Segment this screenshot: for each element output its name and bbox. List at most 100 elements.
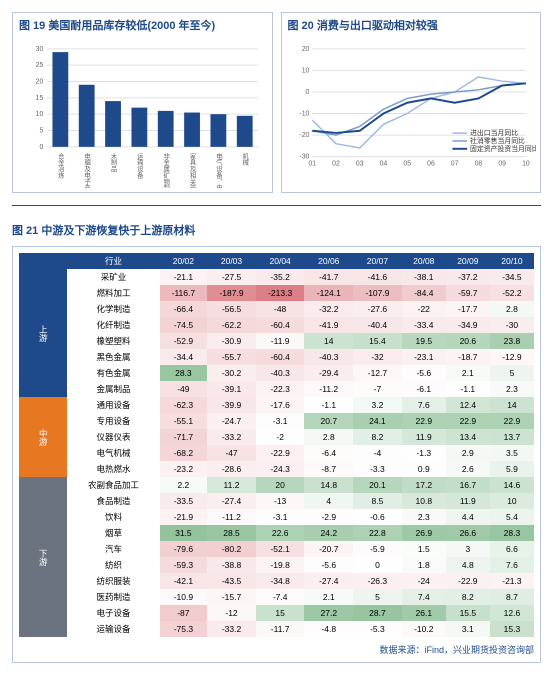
cell: -55.1 [160, 413, 208, 429]
cell: 3.2 [353, 397, 402, 413]
cell: -41.7 [304, 269, 353, 285]
svg-text:运输设备: 运输设备 [136, 152, 143, 179]
svg-text:电气设备、电器及零件: 电气设备、电器及零件 [215, 151, 222, 188]
cell: -60.4 [256, 349, 305, 365]
cell: -22.9 [256, 445, 305, 461]
col-header: 20/07 [353, 253, 402, 269]
cell: 26.6 [446, 525, 490, 541]
svg-text:20: 20 [301, 46, 309, 53]
cell: 12.6 [490, 605, 534, 621]
cell: -42.1 [160, 573, 208, 589]
cell: -4.8 [304, 621, 353, 637]
row-label: 金属制品 [67, 381, 159, 397]
cell: 13.4 [446, 429, 490, 445]
row-label: 电气机械 [67, 445, 159, 461]
cell: -2 [256, 429, 305, 445]
row-label: 采矿业 [67, 269, 159, 285]
cell: -27.6 [353, 301, 402, 317]
cell: -30 [490, 317, 534, 333]
cell: -60.4 [256, 317, 305, 333]
cell: -39.1 [207, 381, 256, 397]
cell: -23.1 [402, 349, 446, 365]
cell: -43.5 [207, 573, 256, 589]
cell: -21.9 [160, 509, 208, 525]
cell: -1.1 [304, 397, 353, 413]
cell: 20.7 [304, 413, 353, 429]
cell: 7.4 [402, 589, 446, 605]
cell: -22.9 [446, 573, 490, 589]
cell: 22.6 [256, 525, 305, 541]
cell: -7 [353, 381, 402, 397]
svg-text:-20: -20 [299, 132, 309, 139]
cell: 2.8 [304, 429, 353, 445]
cell: 5 [353, 589, 402, 605]
cell: 2.1 [446, 365, 490, 381]
table-21: 行业20/0220/0320/0420/0620/0720/0820/0920/… [19, 253, 534, 637]
cell: -84.4 [402, 285, 446, 301]
cell: -34.9 [446, 317, 490, 333]
cell: 4.4 [446, 509, 490, 525]
svg-text:10: 10 [301, 67, 309, 74]
cell: 6.6 [490, 541, 534, 557]
cell: 22.9 [446, 413, 490, 429]
cell: -62.2 [207, 317, 256, 333]
svg-text:机械: 机械 [241, 151, 248, 166]
cell: 3.5 [490, 445, 534, 461]
cell: -24.3 [256, 461, 305, 477]
cell: -5.3 [353, 621, 402, 637]
cell: 11.2 [207, 477, 256, 493]
svg-text:木制品: 木制品 [110, 151, 117, 173]
cell: -68.2 [160, 445, 208, 461]
cell: 14 [304, 333, 353, 349]
cell: 20.1 [353, 477, 402, 493]
table-21-title: 图 21 中游及下游恢复快于上游原材料 [12, 218, 541, 246]
col-header-industry: 行业 [67, 253, 159, 269]
col-header: 20/02 [160, 253, 208, 269]
cell: -37.2 [446, 269, 490, 285]
row-label: 农副食品加工 [67, 477, 159, 493]
cell: 5 [490, 365, 534, 381]
row-label: 纺织服装 [67, 573, 159, 589]
table-row: 橡塑塑料-52.9-30.9-11.91415.419.520.623.8 [19, 333, 534, 349]
cell: 7.6 [402, 397, 446, 413]
cell: -3.3 [353, 461, 402, 477]
cell: 15.5 [446, 605, 490, 621]
cell: -13 [256, 493, 305, 509]
row-label: 饮料 [67, 509, 159, 525]
cell: 3.1 [446, 621, 490, 637]
cell: -59.3 [160, 557, 208, 573]
row-label: 电子设备 [67, 605, 159, 621]
cell: 2.8 [490, 301, 534, 317]
svg-text:05: 05 [403, 160, 411, 167]
cell: 28.5 [207, 525, 256, 541]
chart-19-body: 051015202530合金冶炼电脑及电子产品木制品运输设备非金属矿物制品家具及… [13, 37, 272, 192]
chart-19: 图 19 美国耐用品库存较低(2000 年至今) 051015202530合金冶… [12, 12, 273, 193]
cell: -49 [160, 381, 208, 397]
cell: 2.1 [304, 589, 353, 605]
cell: -38.1 [402, 269, 446, 285]
cell: 19.5 [402, 333, 446, 349]
cell: -27.5 [207, 269, 256, 285]
svg-text:5: 5 [39, 127, 43, 134]
section-label: 下游 [19, 477, 67, 637]
svg-text:09: 09 [498, 160, 506, 167]
cell: -41.9 [304, 317, 353, 333]
cell: -11.9 [256, 333, 305, 349]
cell: -15.7 [207, 589, 256, 605]
svg-text:固定资产投资当月同比: 固定资产投资当月同比 [470, 144, 536, 153]
svg-text:进出口当月同比: 进出口当月同比 [470, 128, 518, 137]
cell: -11.2 [207, 509, 256, 525]
cell: 28.3 [160, 365, 208, 381]
svg-text:0: 0 [305, 89, 309, 96]
svg-text:20: 20 [36, 78, 44, 85]
row-label: 纺织 [67, 557, 159, 573]
table-row: 有色金属28.3-30.2-40.3-29.4-12.7-5.62.15 [19, 365, 534, 381]
row-label: 电热燃水 [67, 461, 159, 477]
table-row: 化学制造-66.4-56.5-48-32.2-27.6-22-17.72.8 [19, 301, 534, 317]
cell: 26.9 [402, 525, 446, 541]
row-label: 食品制造 [67, 493, 159, 509]
cell: -32 [353, 349, 402, 365]
cell: -35.2 [256, 269, 305, 285]
cell: -47 [207, 445, 256, 461]
cell: 5.4 [490, 509, 534, 525]
